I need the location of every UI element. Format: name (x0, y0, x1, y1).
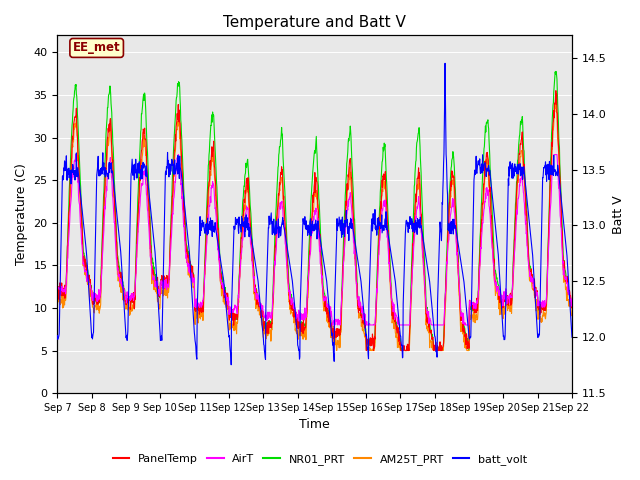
Y-axis label: Temperature (C): Temperature (C) (15, 163, 28, 265)
Title: Temperature and Batt V: Temperature and Batt V (223, 15, 406, 30)
X-axis label: Time: Time (300, 419, 330, 432)
Text: EE_met: EE_met (73, 41, 120, 54)
Legend: PanelTemp, AirT, NR01_PRT, AM25T_PRT, batt_volt: PanelTemp, AirT, NR01_PRT, AM25T_PRT, ba… (108, 450, 532, 469)
Y-axis label: Batt V: Batt V (612, 195, 625, 234)
